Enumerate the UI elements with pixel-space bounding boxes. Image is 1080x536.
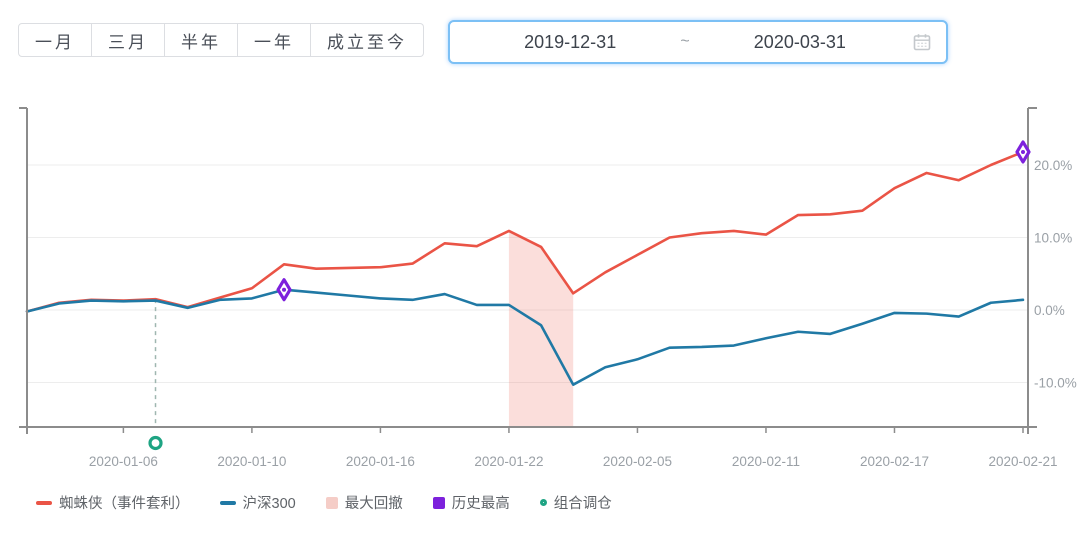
- x-axis-label: 2020-01-22: [474, 454, 543, 469]
- legend-item-5[interactable]: 组合调仓: [539, 492, 612, 513]
- range-button-group: 一月 三月 半年 一年 成立至今: [18, 23, 424, 57]
- legend-line-marker: [219, 500, 236, 505]
- legend-label: 蜘蛛侠（事件套利）: [59, 496, 190, 512]
- range-button-2[interactable]: 三月: [92, 23, 165, 57]
- legend-item-2[interactable]: 沪深300: [219, 492, 296, 513]
- historical-high-marker-dot: [1021, 149, 1025, 154]
- benchmark-series-line: [25, 288, 1025, 386]
- x-axis-label: 2020-02-11: [732, 454, 800, 469]
- legend-square-marker: [432, 496, 445, 509]
- y-axis-label: -10.0%: [1034, 376, 1077, 391]
- range-button-5[interactable]: 成立至今: [311, 23, 424, 57]
- legend-item-4[interactable]: 历史最高: [432, 492, 510, 513]
- legend-label: 历史最高: [451, 496, 510, 512]
- legend-line-marker: [36, 500, 52, 505]
- x-axis-label: 2020-01-16: [346, 454, 415, 469]
- legend-square-marker: [325, 496, 338, 509]
- range-button-4[interactable]: 一年: [238, 23, 311, 57]
- date-range-separator: ~: [680, 33, 690, 50]
- performance-chart[interactable]: 2020-01-06 2020-01-10 2020-01-16 2020-01-22…: [0, 90, 1080, 482]
- rebalance-marker[interactable]: [148, 435, 163, 451]
- date-range-picker[interactable]: 2019-12-31 ~ 2020-03-31: [448, 20, 948, 64]
- legend-label: 沪深300: [242, 496, 296, 512]
- y-axis-label: 0.0%: [1034, 303, 1065, 318]
- legend-item-3[interactable]: 最大回撤: [325, 492, 403, 513]
- legend-ring-marker: [539, 499, 547, 506]
- start-date-input[interactable]: 2019-12-31: [524, 31, 617, 52]
- y-axis-label: 20.0%: [1034, 158, 1072, 173]
- x-axis-label: 2020-02-05: [603, 454, 672, 469]
- chart-legend: 蜘蛛侠（事件套利） 沪深300 最大回撤 历史最高 组合调仓: [36, 492, 612, 513]
- y-axis-label: 10.0%: [1034, 231, 1072, 246]
- historical-high-marker-dot: [282, 287, 287, 292]
- end-date-input[interactable]: 2020-03-31: [753, 31, 846, 52]
- x-axis-label: 2020-01-10: [217, 454, 286, 469]
- legend-label: 组合调仓: [553, 496, 612, 512]
- x-axis-label: 2020-01-06: [89, 454, 158, 469]
- legend-item-1[interactable]: 蜘蛛侠（事件套利）: [36, 492, 190, 513]
- x-axis-label: 2020-02-17: [860, 454, 929, 469]
- max-drawdown-area: [508, 230, 574, 427]
- x-axis-label: 2020-02-21: [988, 454, 1057, 469]
- calendar-icon[interactable]: [912, 32, 932, 52]
- range-button-3[interactable]: 半年: [165, 23, 238, 57]
- range-button-1[interactable]: 一月: [18, 23, 92, 57]
- legend-label: 最大回撤: [344, 496, 403, 512]
